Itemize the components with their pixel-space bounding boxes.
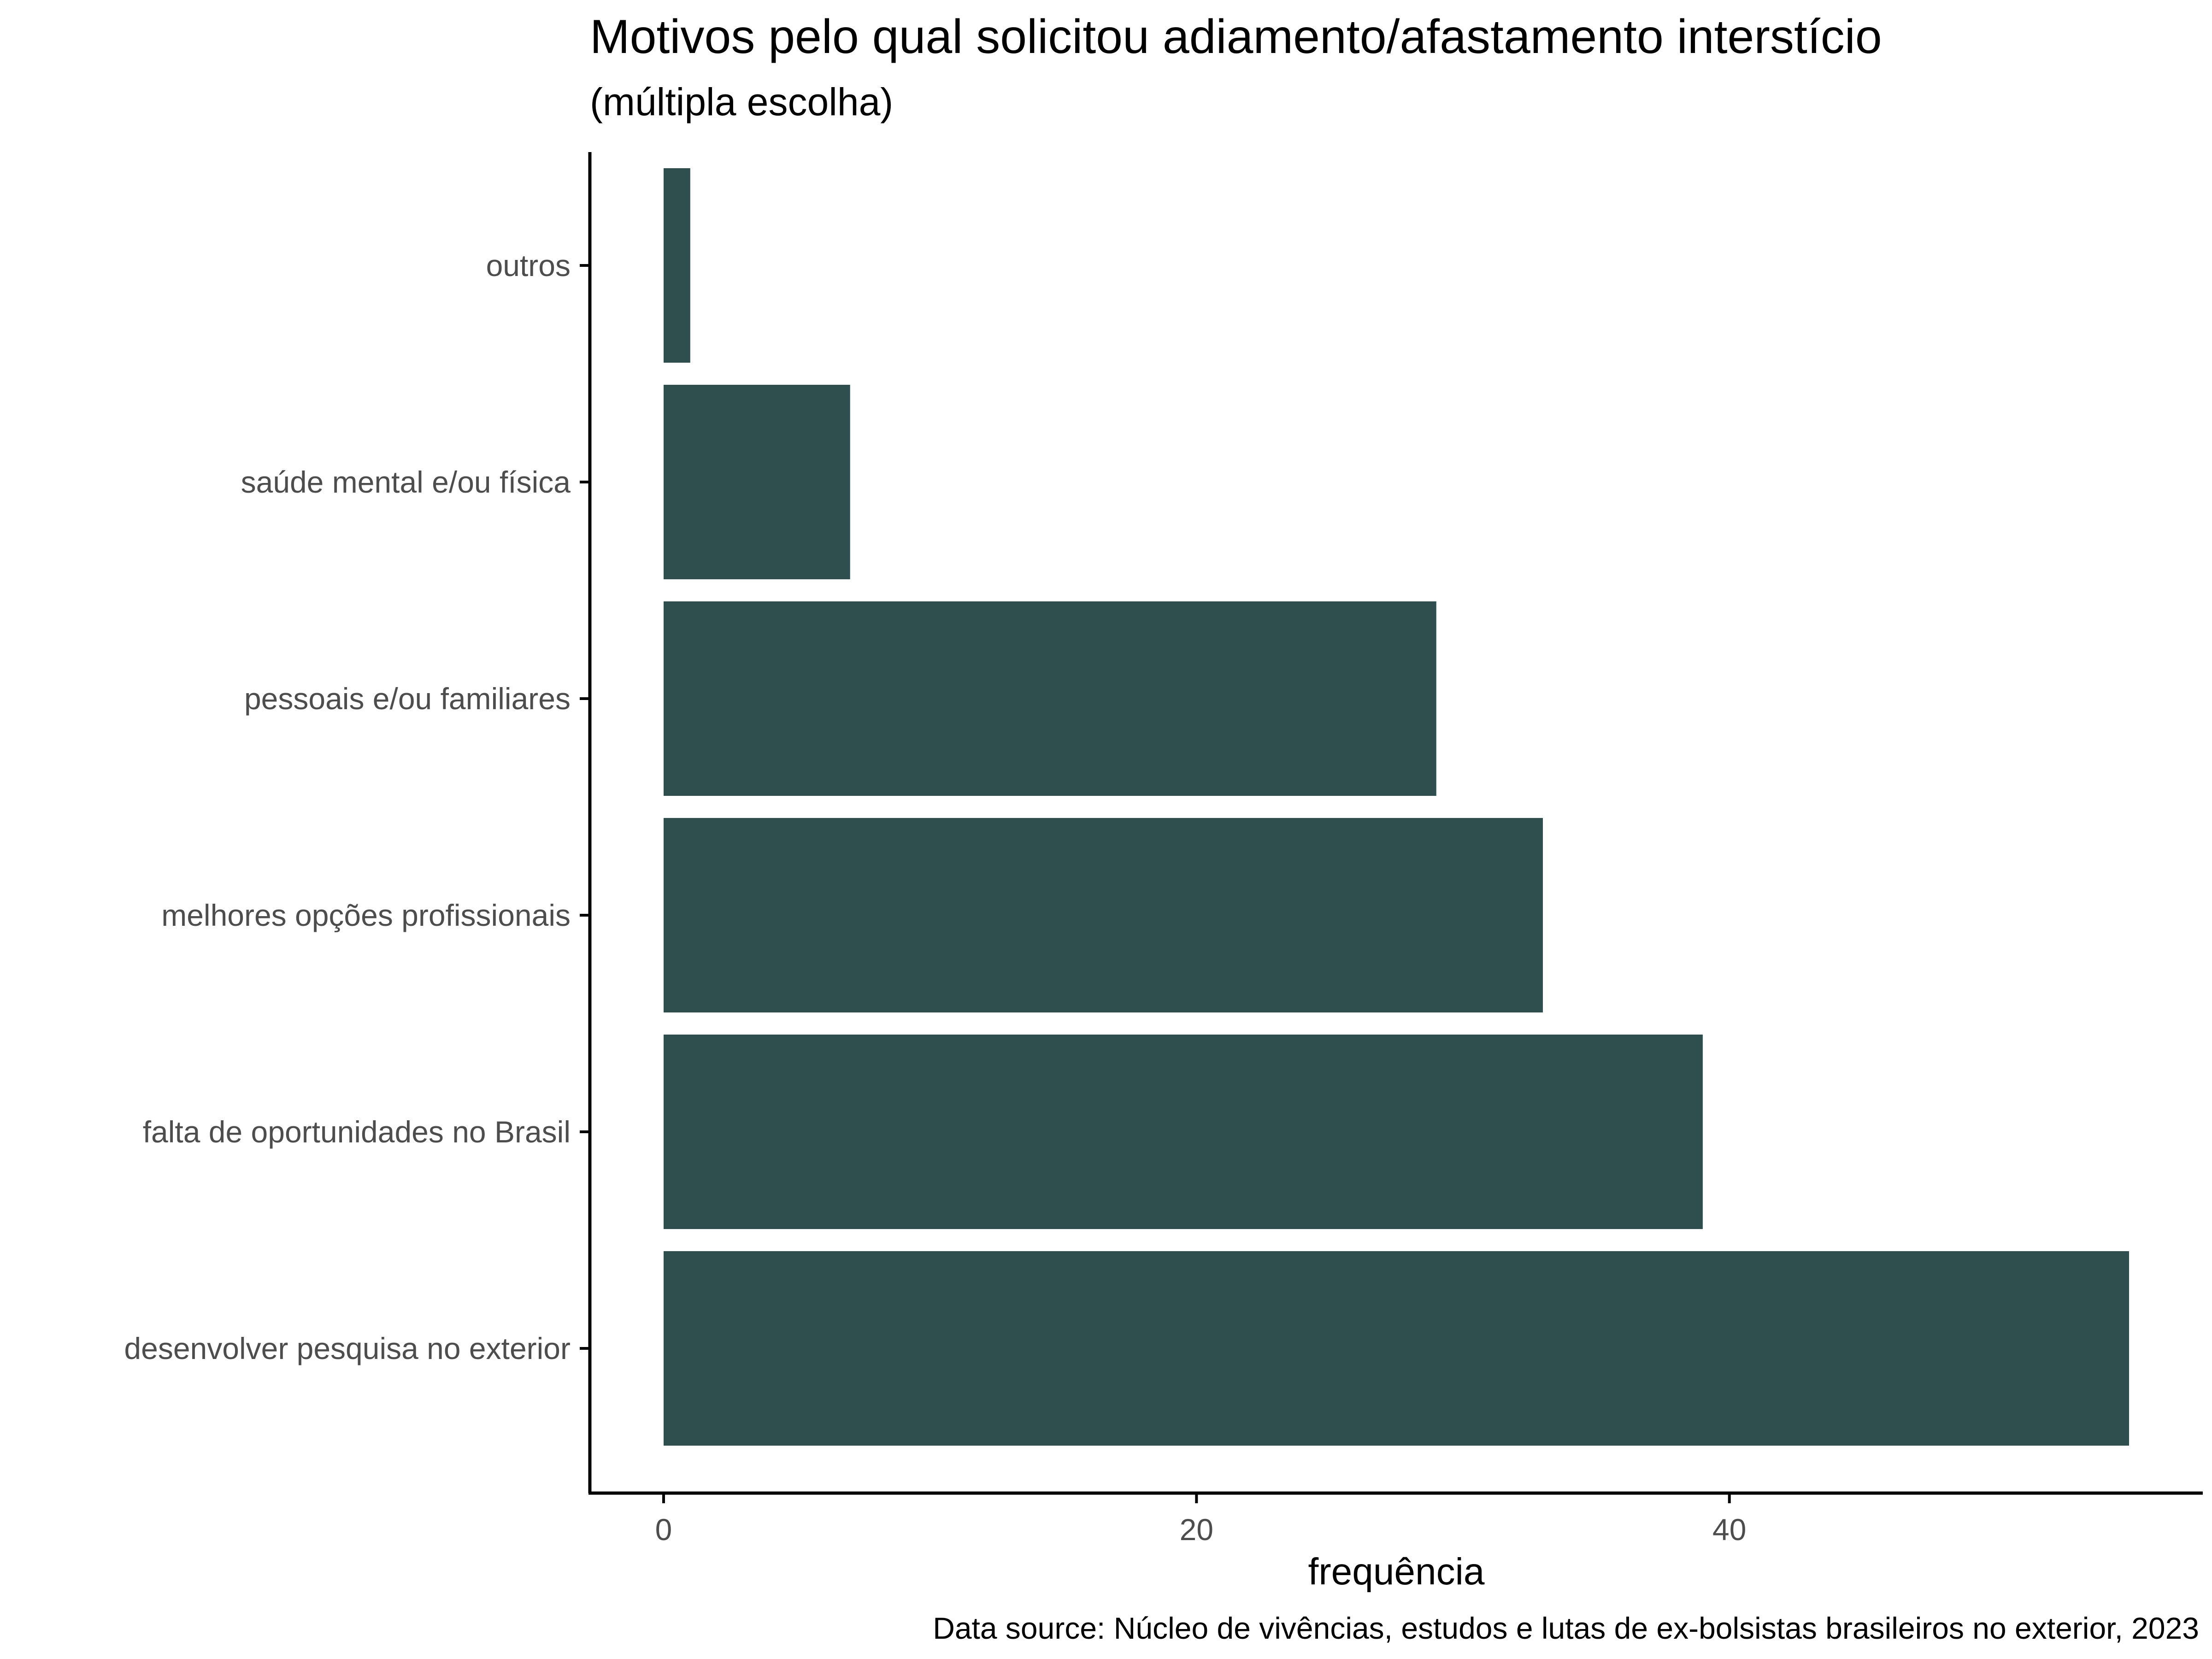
x-tick-label: 0 — [655, 1512, 672, 1547]
y-tick-label: pessoais e/ou familiares — [244, 682, 571, 716]
bar-saude-mental-e-ou-fisica — [664, 385, 850, 579]
bar-melhores-opcoes-profissionais — [664, 818, 1543, 1012]
y-tick-label: falta de oportunidades no Brasil — [143, 1115, 571, 1149]
y-axis: desenvolver pesquisa no exterior falta de… — [124, 152, 592, 1493]
bar-pessoais-e-ou-familiares — [664, 601, 1436, 796]
x-axis: 0 20 40 — [588, 1491, 2203, 1547]
bar-desenvolver-pesquisa-no-exterior — [664, 1251, 2129, 1446]
bar-falta-de-oportunidades-no-brasil — [664, 1035, 1703, 1229]
chart-title: Motivos pelo qual solicitou adiamento/af… — [590, 10, 1882, 64]
y-tick-label: desenvolver pesquisa no exterior — [124, 1331, 571, 1365]
bar-outros — [664, 168, 690, 363]
x-axis-title: frequência — [1308, 1551, 1485, 1593]
chart-subtitle: (múltipla escolha) — [590, 80, 893, 124]
chart-caption: Data source: Núcleo de vivências, estudo… — [933, 1611, 2199, 1645]
x-tick-label: 20 — [1180, 1512, 1213, 1547]
y-tick-label: melhores opções profissionais — [161, 898, 571, 932]
y-tick-label: outros — [486, 248, 571, 282]
bars-group — [664, 168, 2129, 1446]
x-tick-label: 40 — [1712, 1512, 1746, 1547]
y-tick-label: saúde mental e/ou física — [241, 465, 571, 499]
